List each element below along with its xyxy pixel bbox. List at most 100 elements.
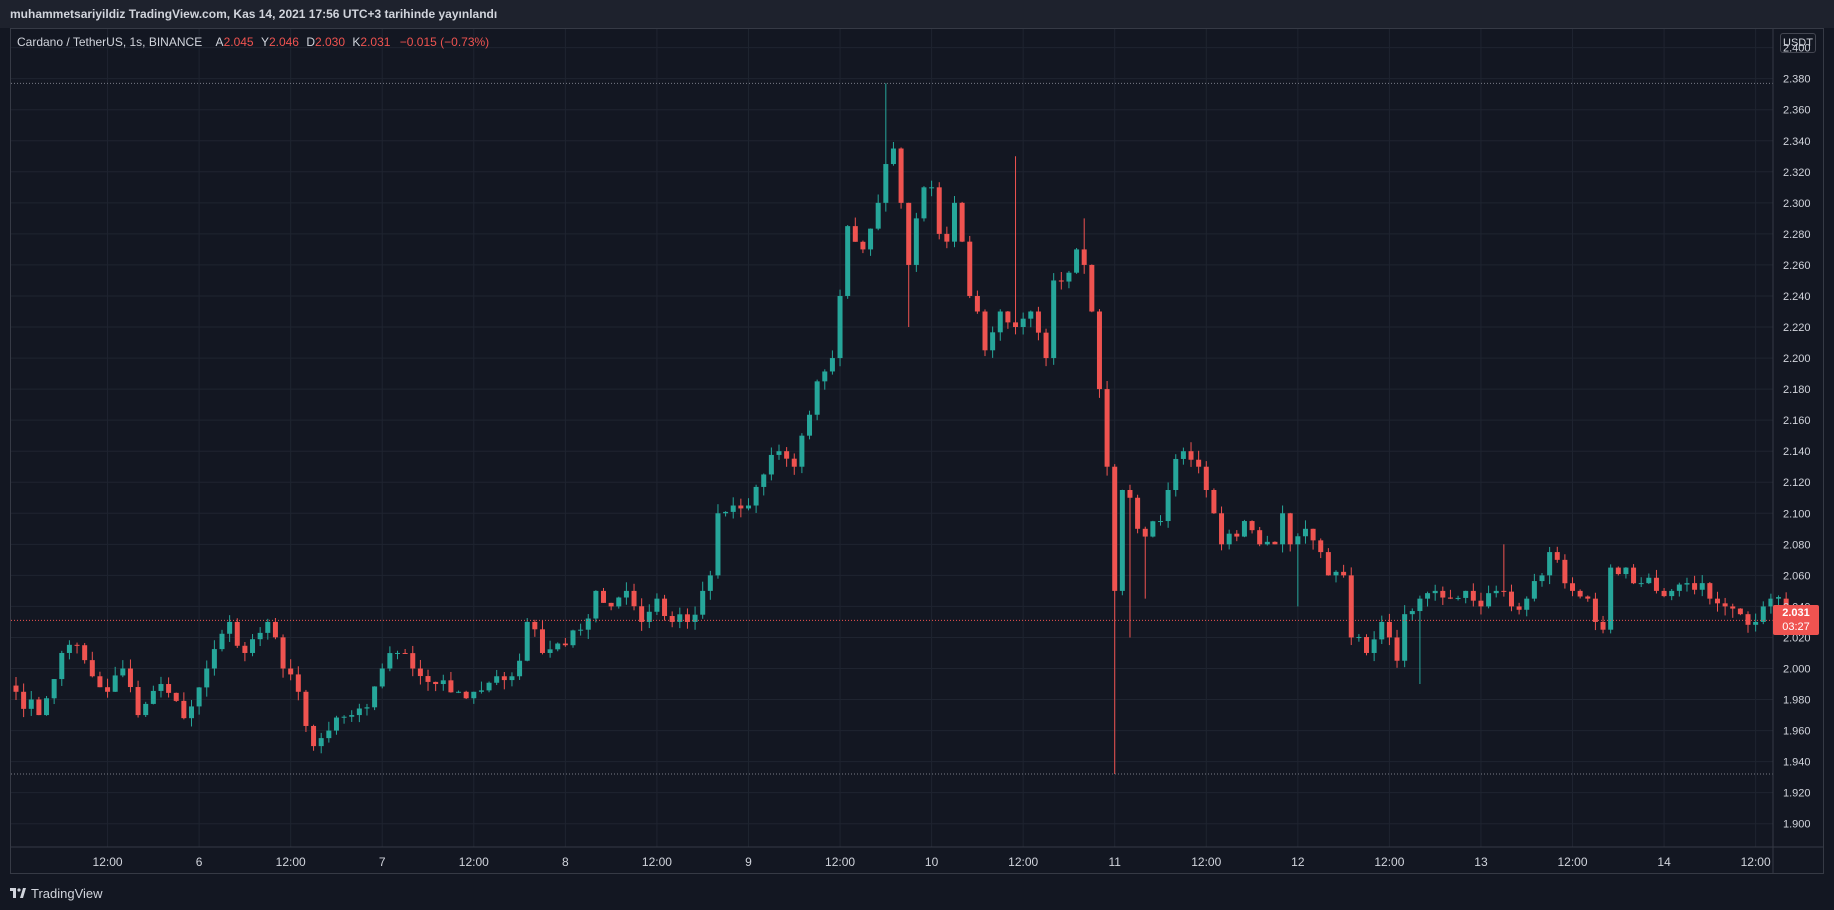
candle-body (1371, 639, 1377, 653)
candle-body (1234, 533, 1240, 537)
candle-body (379, 668, 385, 687)
candle-body (1020, 318, 1026, 328)
candle-body (364, 707, 370, 709)
candle-body (349, 715, 355, 717)
candle-body (36, 699, 42, 716)
candle-body (761, 474, 767, 487)
candle-body (974, 295, 980, 312)
candle-body (1386, 621, 1392, 638)
candle-body (280, 637, 286, 669)
candle-body (105, 687, 111, 692)
open-label: A (215, 35, 224, 49)
price-tick-label: 2.120 (1783, 477, 1811, 489)
candle-body (1051, 280, 1057, 359)
time-tick-label: 7 (379, 855, 386, 869)
candle-body (250, 639, 256, 653)
candle-body (74, 644, 80, 646)
candle-body (532, 621, 538, 630)
candle-body (547, 649, 553, 653)
price-tick-label: 1.960 (1783, 726, 1811, 738)
candle-body (456, 691, 462, 693)
candle-body (51, 679, 57, 699)
time-tick-label: 12:00 (459, 855, 489, 869)
candle-body (570, 630, 576, 646)
candle-body (913, 218, 919, 265)
candle-body (333, 717, 339, 731)
candle-body (1333, 571, 1339, 576)
candle-body (173, 692, 179, 701)
candle-body (768, 454, 774, 475)
candle-body (295, 674, 301, 692)
candle-body (97, 676, 103, 688)
candle-body (1241, 521, 1247, 537)
candle-body (707, 575, 713, 591)
tradingview-logo-icon (10, 887, 26, 901)
candle-body (89, 660, 95, 677)
candle-body (1776, 597, 1782, 599)
candle-body (669, 616, 675, 622)
candle-body (1554, 552, 1560, 560)
last-price: 2.031 (1782, 607, 1810, 620)
tradingview-logo[interactable]: TradingView (10, 886, 103, 901)
candle-body (1432, 590, 1438, 594)
time-axis[interactable]: 12:00 6 12:00 7 12:00 8 12:00 9 12:00 10 12:00 11 12… (10, 846, 1824, 869)
candle-body (257, 632, 263, 640)
candle-body (59, 652, 65, 680)
candle-body (1539, 575, 1545, 582)
candle-body (646, 611, 652, 622)
candle-body (1531, 581, 1537, 599)
candle-body (1730, 606, 1736, 609)
candle-body (1135, 497, 1141, 529)
candle-body (662, 598, 668, 617)
candle-body (1249, 521, 1255, 531)
candle-body (990, 332, 996, 351)
candle-body (1547, 552, 1553, 576)
price-tick-label: 2.020 (1783, 632, 1811, 644)
candle-body (440, 680, 446, 685)
candle-body (1287, 513, 1293, 545)
candle-body (1364, 637, 1370, 653)
candle-body (1165, 489, 1171, 522)
candle-body (1096, 311, 1102, 390)
time-tick-label: 9 (745, 855, 752, 869)
candle-body (562, 643, 568, 646)
candle-body (1653, 577, 1659, 591)
candle-body (1455, 597, 1461, 599)
candle-body (623, 590, 629, 598)
publish-header: muhammetsariyildiz TradingView.com, Kas … (0, 0, 1834, 28)
candle-body (929, 187, 935, 189)
symbol-name[interactable]: Cardano / TetherUS, 1s, BINANCE (17, 35, 203, 49)
candle-body (814, 381, 820, 415)
close-value: 2.031 (360, 35, 391, 49)
candle-body (471, 691, 477, 699)
candle-body (1196, 459, 1202, 467)
candle-body (1501, 590, 1507, 592)
candle-body (1516, 606, 1522, 610)
candle-body (494, 676, 500, 683)
candle-body (730, 505, 736, 512)
candle-body (799, 435, 805, 467)
candle-body (326, 730, 332, 739)
candle-body (1158, 521, 1163, 523)
publish-info: muhammetsariyildiz TradingView.com, Kas … (10, 7, 498, 21)
price-tick-label: 2.160 (1783, 415, 1811, 427)
time-tick-label: 12:00 (93, 855, 123, 869)
candle-body (318, 738, 324, 747)
candle-body (875, 202, 881, 229)
candle-body (967, 241, 973, 296)
candle-body (524, 621, 530, 661)
candle-body (1226, 533, 1232, 545)
candle-body (135, 687, 141, 716)
price-axis[interactable]: 1.9001.9201.9401.9601.9802.0002.0202.040… (1772, 28, 1811, 874)
candle-body (1203, 466, 1209, 490)
candle-body (1264, 541, 1270, 545)
candle-body (776, 451, 782, 455)
price-tick-label: 1.900 (1783, 819, 1811, 831)
candle-body (593, 590, 599, 619)
candle-body (150, 690, 156, 704)
currency-button[interactable]: USDT (1780, 33, 1816, 53)
candle-body (387, 653, 393, 669)
candle-body (1661, 590, 1667, 597)
chart-frame (10, 28, 1824, 874)
